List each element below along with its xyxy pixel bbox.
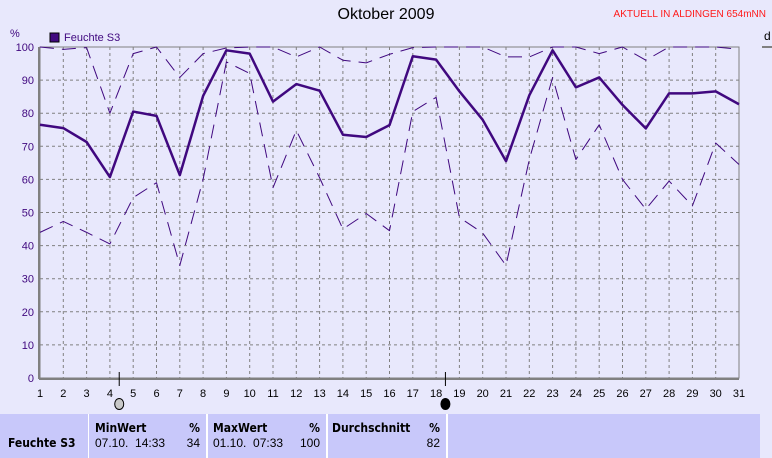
avg-unit: % (429, 421, 440, 435)
full-moon-icon (114, 398, 125, 410)
x-tick-label: 24 (570, 388, 582, 400)
x-tick-label: 5 (130, 388, 136, 400)
min-unit: % (189, 421, 200, 435)
x-tick-label: 31 (733, 388, 745, 400)
x-tick-label: 29 (686, 388, 698, 400)
x-tick-label: 10 (244, 388, 256, 400)
x-tick-label: 14 (337, 388, 349, 400)
y-tick-label: 50 (22, 208, 34, 220)
max-header: MaxWert (213, 421, 268, 435)
x-tick-label: 2 (60, 388, 66, 400)
x-tick-label: 19 (453, 388, 465, 400)
avg-header: Durchschnitt (332, 421, 411, 435)
x-tick-label: 23 (546, 388, 558, 400)
x-tick-label: 9 (223, 388, 229, 400)
x-tick-label: 1 (37, 388, 43, 400)
x-tick-label: 3 (84, 388, 90, 400)
y-tick-label: 40 (22, 241, 34, 253)
x-tick-label: 27 (640, 388, 652, 400)
x-tick-label: 25 (593, 388, 605, 400)
empty-cell (448, 414, 760, 458)
max-value: 100 (299, 436, 320, 450)
x-tick-label: 7 (177, 388, 183, 400)
x-tick-label: 26 (616, 388, 628, 400)
max-unit: % (309, 421, 320, 435)
new-moon-icon (440, 398, 451, 410)
x-tick-label: 15 (360, 388, 372, 400)
y-tick-label: 80 (22, 108, 34, 120)
y-tick-label: 20 (22, 307, 34, 319)
max-cell: MaxWert % 01.10. 07:33 100 (208, 414, 328, 458)
y-axis-unit: % (10, 28, 20, 40)
x-tick-label: 12 (290, 388, 302, 400)
avg-cell: Durchschnitt % 82 (328, 414, 448, 458)
max-time: 01.10. 07:33 (213, 436, 284, 450)
legend-swatch (49, 32, 60, 43)
y-tick-label: 60 (22, 174, 34, 186)
x-tick-label: 8 (200, 388, 206, 400)
x-tick-label: 21 (500, 388, 512, 400)
x-tick-label: 30 (710, 388, 722, 400)
min-value: 34 (186, 436, 200, 450)
right-axis-label-fragment: d (764, 29, 771, 43)
x-tick-label: 4 (107, 388, 113, 400)
y-tick-label: 90 (22, 75, 34, 87)
x-tick-label: 6 (153, 388, 159, 400)
x-tick-label: 18 (430, 388, 442, 400)
min-time: 07.10. 14:33 (95, 436, 166, 450)
y-tick-label: 10 (22, 340, 34, 352)
min-cell: MinWert % 07.10. 14:33 34 (89, 414, 208, 458)
row-label: Feuchte S3 (8, 436, 76, 450)
x-tick-label: 16 (383, 388, 395, 400)
location-badge: AKTUELL IN ALDINGEN 654mNN (613, 9, 766, 20)
x-tick-label: 22 (523, 388, 535, 400)
chart-title: Oktober 2009 (337, 6, 435, 23)
x-tick-label: 20 (477, 388, 489, 400)
legend-label: Feuchte S3 (64, 32, 120, 44)
x-tick-label: 17 (407, 388, 419, 400)
table-row-label-cell: Feuchte S3 (0, 414, 90, 458)
y-tick-label: 0 (28, 373, 34, 385)
min-header: MinWert (95, 421, 147, 435)
x-tick-label: 28 (663, 388, 675, 400)
y-tick-label: 30 (22, 274, 34, 286)
x-tick-label: 11 (267, 388, 278, 400)
avg-value: 82 (426, 436, 440, 450)
x-tick-label: 13 (313, 388, 325, 400)
y-tick-label: 100 (16, 42, 34, 54)
y-tick-label: 70 (22, 141, 34, 153)
